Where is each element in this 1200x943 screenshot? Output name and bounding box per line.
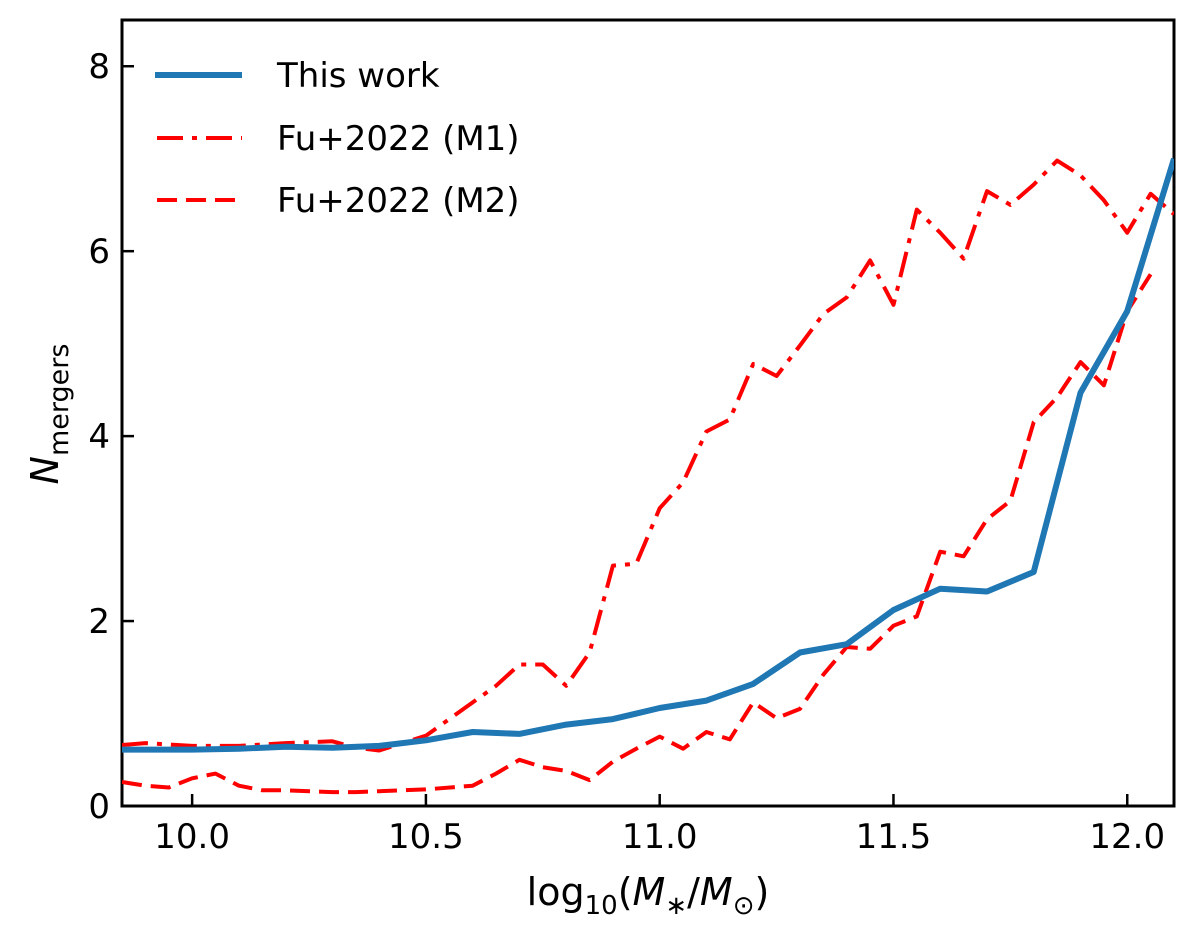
y-tick-label: 4: [88, 417, 110, 457]
plot-frame: [120, 18, 1176, 808]
y-tick-label: 8: [88, 47, 110, 87]
legend-label-this-work: This work: [276, 56, 440, 96]
y-axis-label: Nmergers: [23, 344, 75, 485]
y-tick-label: 0: [88, 787, 110, 827]
x-tick-label: 10.0: [154, 817, 230, 857]
legend-label-fu2022-m1: Fu+2022 (M1): [277, 119, 520, 159]
legend-label-fu2022-m2: Fu+2022 (M2): [277, 181, 520, 221]
x-axis-label: log10(M∗/M⊙): [527, 870, 770, 921]
series-line-fu-2022-m1: [122, 158, 1174, 753]
legend: This work Fu+2022 (M1) Fu+2022 (M2): [155, 56, 520, 221]
ticks: 10.0 10.5 11.0 11.5 12.0 0 2 4 6 8: [88, 47, 1165, 857]
x-tick-label: 11.5: [856, 817, 932, 857]
y-tick-label: 2: [88, 602, 110, 642]
x-tick-label: 11.0: [622, 817, 698, 857]
x-tick-label: 10.5: [388, 817, 464, 857]
series-lines: [122, 157, 1174, 795]
x-tick-label: 12.0: [1089, 817, 1165, 857]
series-line-this-work: [122, 157, 1174, 753]
y-tick-label: 6: [88, 232, 110, 272]
